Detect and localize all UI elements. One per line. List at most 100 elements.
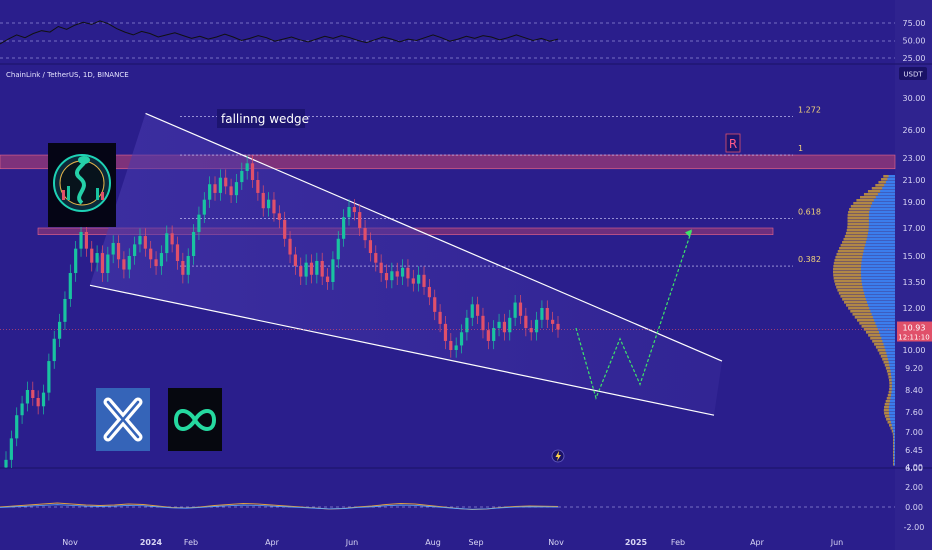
candle-body-28 <box>154 259 158 267</box>
volume-profile-bar-bull <box>879 331 895 334</box>
lightning-icon[interactable] <box>551 449 565 463</box>
top-oscillator-line <box>0 20 559 45</box>
volume-profile-bar-bull <box>869 211 895 214</box>
candle-body-8 <box>47 361 51 393</box>
candle-body-49 <box>267 199 271 209</box>
volume-profile-bar-bull <box>887 178 895 181</box>
volume-profile-bar-bull <box>864 295 895 298</box>
fib-label-2: 0.618 <box>798 208 821 217</box>
candle-body-24 <box>133 244 137 256</box>
candle-body-56 <box>304 262 308 277</box>
candle-body-64 <box>347 206 351 218</box>
volume-profile-bar-bull <box>891 424 895 427</box>
candle-body-42 <box>229 186 233 196</box>
volume-profile-bar-bull <box>868 223 895 226</box>
candle-body-75 <box>406 267 410 279</box>
infinity-icon <box>168 388 222 451</box>
volume-profile-bar-bull <box>860 271 895 274</box>
candle-body-60 <box>325 276 330 282</box>
candle-body-76 <box>411 278 415 284</box>
price-tick-3: 21.00 <box>903 176 926 185</box>
volume-profile-bar-bull <box>886 352 895 355</box>
candle-body-23 <box>127 256 131 270</box>
time-tick-10: Apr <box>750 538 765 547</box>
price-tick-12: 7.60 <box>905 408 923 417</box>
volume-profile-bar-bull <box>888 406 895 409</box>
time-tick-2: Feb <box>184 538 198 547</box>
r-badge[interactable]: R <box>729 137 737 151</box>
candle-body-78 <box>422 274 426 287</box>
volume-profile-bar-bull <box>893 463 895 466</box>
candle-body-58 <box>315 260 319 275</box>
volume-profile-bar-bull <box>865 244 895 247</box>
candle-body-48 <box>261 192 265 209</box>
candle-body-50 <box>272 199 276 214</box>
volume-profile-bar-bull <box>889 415 895 418</box>
volume-profile-bar-bull <box>891 388 895 391</box>
volume-profile-bar-bull <box>861 265 895 268</box>
volume-profile-bar-bull <box>880 190 895 193</box>
volume-profile-bar-bull <box>866 238 895 241</box>
volume-profile-bar-bull <box>891 376 895 379</box>
volume-profile-bar-bull <box>875 196 895 199</box>
time-tick-8: 2025 <box>625 538 648 547</box>
candle-body-101 <box>545 308 549 320</box>
candle-body-65 <box>352 206 356 213</box>
price-tick-13: 7.00 <box>905 428 923 437</box>
volume-profile-bar-bull <box>862 286 895 289</box>
volume-profile-bar-bull <box>881 337 895 340</box>
price-axis-ticks: 30.00 26.00 23.00 21.00 19.00 17.00 15.00 13.50… <box>903 94 926 473</box>
volume-profile-bar-bull <box>862 256 895 259</box>
volume-profile-bar-bull <box>893 442 895 445</box>
price-tick-6: 15.00 <box>903 252 926 261</box>
volume-profile-bar-bull <box>877 328 895 331</box>
currency-badge[interactable]: USDT <box>903 71 923 79</box>
volume-profile-bar-bull <box>861 277 895 280</box>
candle-body-33 <box>181 260 185 275</box>
volume-profile-bar-bull <box>893 436 895 439</box>
candle-body-29 <box>159 253 164 267</box>
candle-body-1 <box>9 438 13 460</box>
volume-profile-bar-bull <box>893 448 895 451</box>
volume-profile-bar-bull <box>885 181 895 184</box>
candle-body-30 <box>165 233 169 254</box>
candle-body-70 <box>379 262 383 274</box>
candle-body-57 <box>309 262 314 275</box>
candle-body-53 <box>288 238 292 255</box>
price-tick-11: 8.40 <box>905 386 923 395</box>
candle-body-63 <box>342 217 346 239</box>
candle-body-87 <box>470 304 474 318</box>
r-badge-bg[interactable] <box>725 133 741 153</box>
time-axis: Nov 2024 Feb Apr Jun Aug Sep Nov 2025 Feb Apr Jun <box>62 538 843 547</box>
price-tick-8: 12.00 <box>903 304 926 313</box>
volume-profile-bar-bull <box>868 220 895 223</box>
time-tick-6: Sep <box>468 538 483 547</box>
candle-body-98 <box>529 328 533 333</box>
volume-profile-bar-bull <box>877 193 895 196</box>
candle-body-89 <box>481 315 485 331</box>
candle-body-100 <box>540 308 544 320</box>
volume-profile-bar-bull <box>875 322 895 325</box>
candle-body-22 <box>122 259 126 270</box>
candle-body-16 <box>90 248 94 263</box>
candle-body-21 <box>116 242 121 260</box>
volume-profile-bar-bull <box>868 232 895 235</box>
volume-profile-bar-bull <box>862 283 895 286</box>
currency-badge-bg[interactable] <box>899 67 927 80</box>
volume-profile-bar-bull <box>865 241 895 244</box>
candle-body-46 <box>250 163 255 180</box>
candle-body-40 <box>218 177 222 193</box>
volume-profile-bar-bull <box>884 346 895 349</box>
volume-profile-bar-bull <box>882 340 895 343</box>
time-tick-5: Aug <box>425 538 441 547</box>
candle-body-59 <box>320 260 324 277</box>
volume-profile-bar-bull <box>889 367 895 370</box>
projection-arrowhead <box>685 229 692 238</box>
volume-profile-bar-bull <box>869 208 895 211</box>
volume-profile-bar-bull <box>890 421 895 424</box>
fib-label-1: 1 <box>798 144 803 153</box>
volume-profile-bar-bull <box>861 274 895 277</box>
candle-body-93 <box>502 321 507 333</box>
candle-body-26 <box>143 236 147 249</box>
